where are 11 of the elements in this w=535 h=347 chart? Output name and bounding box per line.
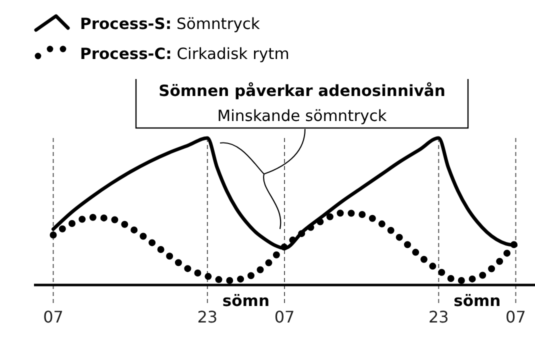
x-tick-label: 23	[428, 307, 449, 326]
text: sömn	[454, 292, 501, 310]
text: sömn	[222, 292, 270, 310]
x-tick-label: 07	[43, 307, 64, 326]
legend-label: Process-C: Cirkadisk rytm	[80, 45, 290, 63]
x-tick-label: 07	[506, 307, 526, 326]
x-tick-label: 23	[197, 307, 218, 326]
text: Sömnen påverkar adenosinnivån	[158, 82, 446, 100]
x-tick-label: 07	[274, 307, 295, 326]
text: Minskande sömntryck	[217, 107, 387, 125]
legend-label: Process-S: Sömntryck	[80, 15, 260, 33]
